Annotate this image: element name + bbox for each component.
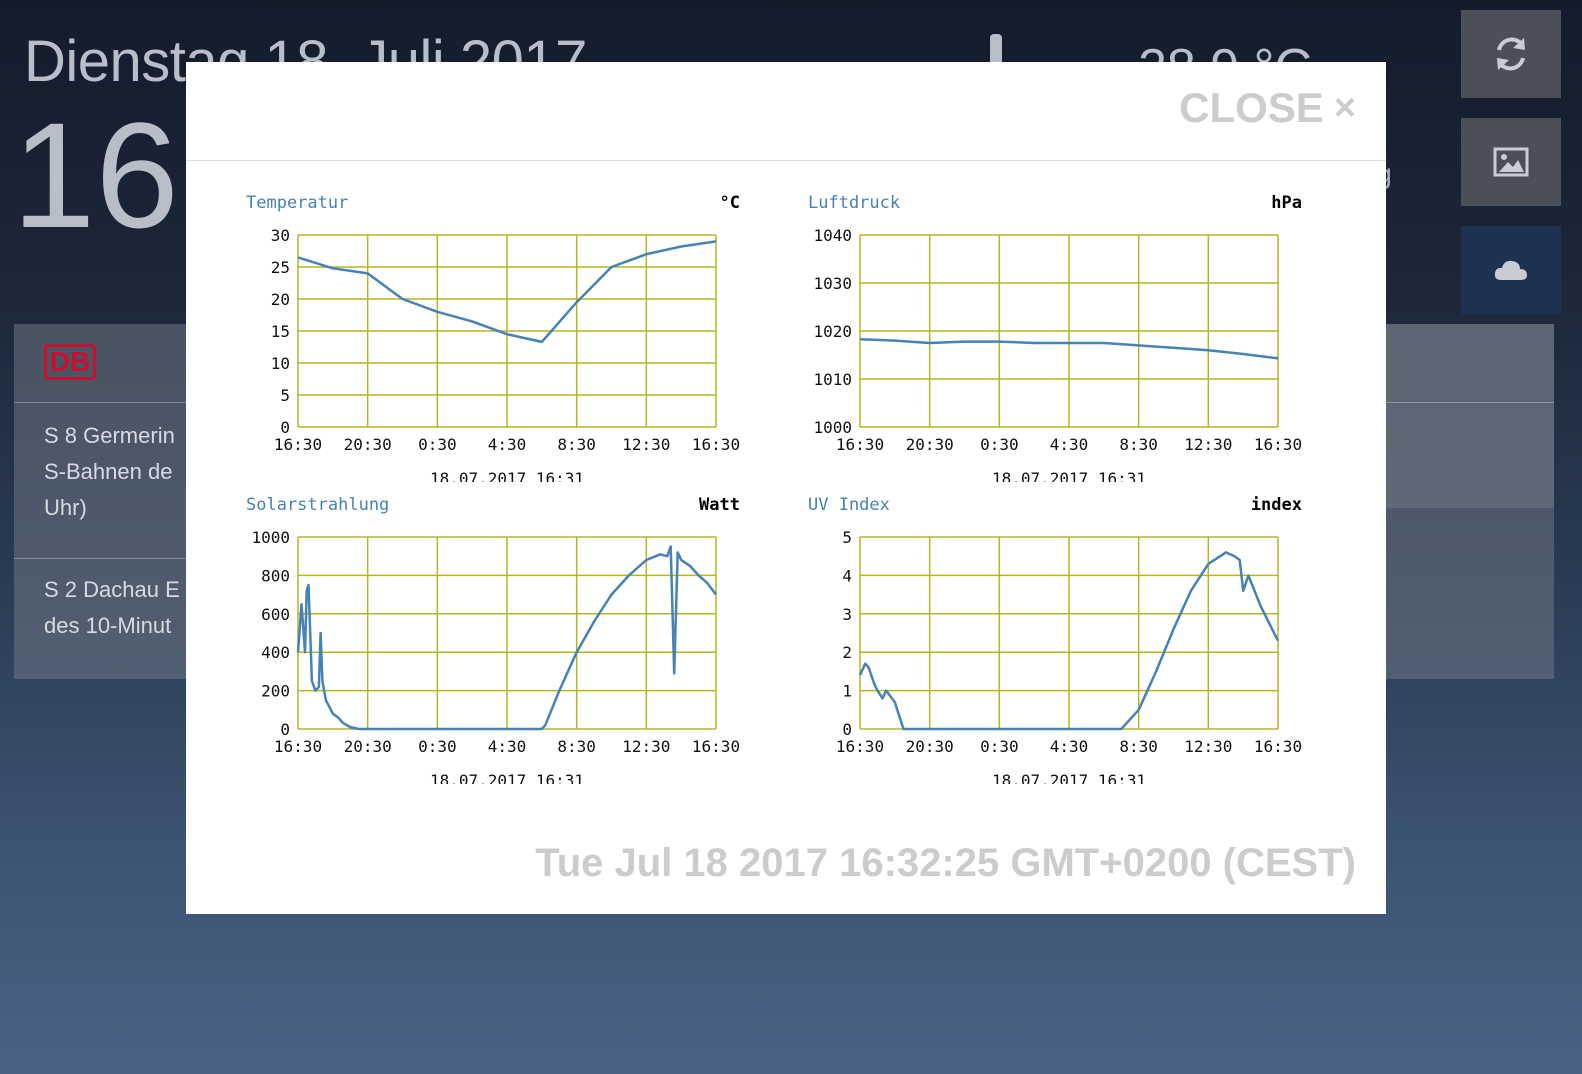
y-tick-label: 20 [271,290,290,309]
chart-unit: index [1251,495,1302,515]
db-item-line: Uhr) [44,495,87,520]
y-tick-label: 5 [280,386,290,405]
weather-button[interactable] [1461,226,1561,314]
cloud-icon [1494,260,1527,280]
x-tick-label: 20:30 [344,435,392,454]
x-tick-label: 8:30 [1119,737,1158,756]
chart-unit: hPa [1271,193,1302,213]
y-tick-label: 600 [261,605,290,624]
db-item[interactable]: S 2 Dachau E des 10-Minut [44,572,180,644]
chart-solarstrahlung: Solarstrahlung Watt 16:30 20:30 0:30 4:30 8:30… [236,484,756,784]
close-icon: × [1333,86,1356,129]
db-logo: DB [44,344,96,380]
chart-title: Temperatur [246,193,348,213]
y-tick-label: 1010 [813,370,852,389]
x-tick-label: 8:30 [1119,435,1158,454]
series-line [859,337,1279,360]
x-tick-label: 16:30 [692,737,740,756]
y-tick-label: 2 [842,643,852,662]
y-tick-label: 400 [261,643,290,662]
y-tick-label: 25 [271,258,290,277]
x-tick-label: 16:30 [274,435,322,454]
series-line [858,551,1280,731]
image-button[interactable] [1461,118,1561,206]
x-tick-label: 0:30 [980,737,1019,756]
x-tick-label: 12:30 [622,737,670,756]
x-tick-label: 4:30 [1050,435,1089,454]
y-tick-label: 1020 [813,322,852,341]
x-tick-label: 20:30 [906,737,954,756]
y-tick-label: 1000 [251,528,290,547]
y-tick-label: 5 [842,528,852,547]
chart-temperatur: Temperatur °C 16:30 20:30 0:30 4:30 8:30 12:30 1… [236,182,756,482]
x-tick-label: 16:30 [1254,435,1302,454]
series-line [297,240,717,344]
background-clock: 16 [12,91,179,259]
y-tick-label: 200 [261,682,290,701]
refresh-icon [1497,37,1525,71]
chart-unit: Watt [699,495,740,515]
chart-title: UV Index [808,495,890,515]
refresh-button[interactable] [1461,10,1561,98]
x-tick-label: 0:30 [980,435,1019,454]
db-item-line: S 2 Dachau E [44,577,180,602]
y-tick-label: 30 [271,226,290,245]
image-icon [1493,147,1529,177]
x-tick-label: 16:30 [836,435,884,454]
db-item-line: S-Bahnen de [44,459,173,484]
y-tick-label: 0 [280,418,290,437]
close-label: CLOSE [1179,84,1324,131]
x-tick-label: 20:30 [344,737,392,756]
x-tick-label: 16:30 [274,737,322,756]
x-tick-label: 12:30 [1184,737,1232,756]
y-tick-label: 1000 [813,418,852,437]
chart-title: Luftdruck [808,193,900,213]
chart-subtitle: 18.07.2017 16:31 [992,469,1146,482]
y-tick-label: 15 [271,322,290,341]
x-tick-label: 4:30 [1050,737,1089,756]
x-tick-label: 0:30 [418,737,457,756]
x-tick-label: 20:30 [906,435,954,454]
x-tick-label: 12:30 [622,435,670,454]
y-tick-label: 0 [842,720,852,739]
y-tick-label: 3 [842,605,852,624]
chart-luftdruck: Luftdruck hPa 16:30 20:30 0:30 4:30 8:30 12:30 1… [798,182,1318,482]
footer-datetime: Tue Jul 18 2017 16:32:25 GMT+0200 (CEST) [535,841,1356,885]
chart-subtitle: 18.07.2017 16:31 [430,771,584,784]
chart-unit: °C [720,193,740,213]
y-tick-label: 10 [271,354,290,373]
chart-subtitle: 18.07.2017 16:31 [430,469,584,482]
x-tick-label: 4:30 [488,435,527,454]
divider [14,558,194,559]
chart-uv-index: UV Index index 16:30 20:30 0:30 4:30 8:30 12:30… [798,484,1318,784]
y-tick-label: 1 [842,682,852,701]
series-line [296,545,717,731]
x-tick-label: 16:30 [692,435,740,454]
x-tick-label: 8:30 [557,435,596,454]
x-tick-label: 16:30 [1254,737,1302,756]
modal-header: CLOSE × [186,62,1386,161]
db-item[interactable]: S 8 Germerin S-Bahnen de Uhr) [44,418,175,526]
chart-title: Solarstrahlung [246,495,389,515]
x-tick-label: 8:30 [557,737,596,756]
right-panel [1370,324,1554,508]
db-item-line: des 10-Minut [44,613,172,638]
y-tick-label: 1040 [813,226,852,245]
x-tick-label: 4:30 [488,737,527,756]
weather-charts-modal: CLOSE × Temperatur °C 16:30 20:30 0:30 4:30 8:… [186,62,1386,914]
db-item-line: S 8 Germerin [44,423,175,448]
y-tick-label: 800 [261,566,290,585]
y-tick-label: 1030 [813,274,852,293]
chart-subtitle: 18.07.2017 16:31 [992,771,1146,784]
x-tick-label: 12:30 [1184,435,1232,454]
x-tick-label: 0:30 [418,435,457,454]
y-tick-label: 4 [842,566,852,585]
x-tick-label: 16:30 [836,737,884,756]
y-tick-label: 0 [280,720,290,739]
close-button[interactable]: CLOSE × [1179,84,1356,132]
